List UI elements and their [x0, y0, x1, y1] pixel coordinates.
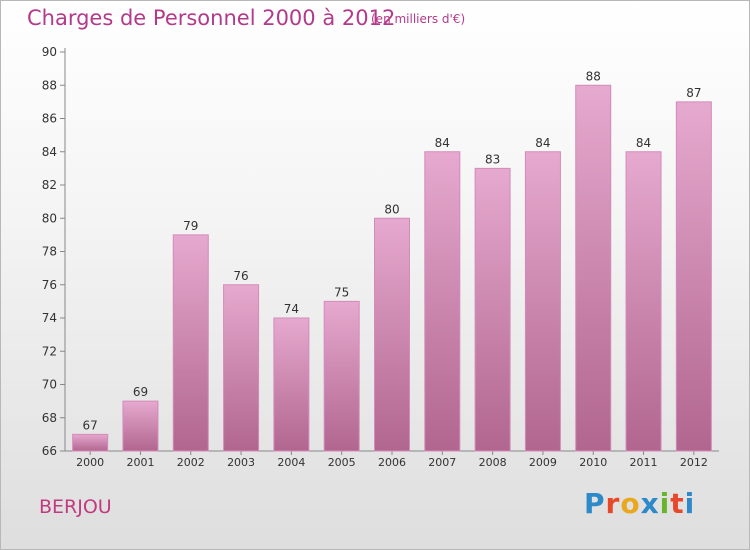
- bar-2003: [223, 284, 260, 452]
- chart-title: Charges de Personnel 2000 à 2012: [27, 6, 396, 30]
- y-tick-label: 80: [42, 211, 57, 225]
- y-tick-label: 84: [42, 145, 57, 159]
- bar-value-label: 84: [636, 136, 651, 150]
- bar-value-label: 76: [233, 269, 248, 283]
- chart-unit: (en milliers d'€): [371, 12, 466, 26]
- y-tick-label: 76: [42, 278, 57, 292]
- logo-letter: o: [620, 487, 641, 520]
- bar-value-label: 79: [183, 219, 198, 233]
- bar-2006: [374, 217, 410, 452]
- bar-2001: [122, 400, 159, 452]
- commune-name: BERJOU: [39, 496, 112, 518]
- bar-value-label: 75: [334, 285, 349, 299]
- bar-2008: [474, 167, 511, 452]
- x-tick-label: 2005: [328, 456, 356, 469]
- bar-2010: [575, 84, 612, 452]
- x-tick-label: 2004: [277, 456, 305, 469]
- bar-2012: [675, 101, 712, 452]
- y-tick-label: 78: [42, 245, 57, 259]
- x-tick-label: 2012: [680, 456, 708, 469]
- bar-2011: [625, 151, 662, 452]
- logo-letter: i: [684, 487, 696, 520]
- x-tick-label: 2001: [126, 456, 154, 469]
- logo-letter: P: [584, 487, 606, 520]
- y-tick-label: 86: [42, 112, 57, 126]
- bar-value-label: 87: [686, 86, 701, 100]
- x-tick-label: 2009: [529, 456, 557, 469]
- x-tick-label: 2000: [76, 456, 104, 469]
- logo-letter: t: [670, 487, 685, 520]
- logo-letter: r: [605, 487, 621, 520]
- x-tick-label: 2007: [428, 456, 456, 469]
- y-tick-label: 82: [42, 178, 57, 192]
- x-tick-label: 2006: [378, 456, 406, 469]
- bar-value-label: 84: [535, 136, 550, 150]
- bar-2005: [323, 300, 360, 452]
- logo-letter: i: [659, 487, 671, 520]
- y-tick-label: 72: [42, 344, 57, 358]
- y-tick-label: 68: [42, 411, 57, 425]
- x-tick-label: 2003: [227, 456, 255, 469]
- bar-value-label: 83: [485, 152, 500, 166]
- y-tick-label: 88: [42, 78, 57, 92]
- bar-2000: [72, 433, 109, 452]
- bar-value-label: 80: [384, 202, 399, 216]
- bar-2009: [524, 151, 561, 452]
- bar-2002: [172, 234, 209, 452]
- bar-value-label: 67: [83, 418, 98, 432]
- bar-value-label: 74: [284, 302, 299, 316]
- y-tick-label: 70: [42, 378, 57, 392]
- bar-value-label: 84: [435, 136, 450, 150]
- bar-value-label: 88: [586, 69, 601, 83]
- x-tick-label: 2002: [177, 456, 205, 469]
- bar-value-label: 69: [133, 385, 148, 399]
- bar-2004: [273, 317, 310, 452]
- y-tick-label: 90: [42, 45, 57, 59]
- x-tick-label: 2011: [630, 456, 658, 469]
- y-tick-label: 66: [42, 444, 57, 458]
- x-tick-label: 2010: [579, 456, 607, 469]
- bar-2007: [424, 151, 461, 452]
- logo-letter: x: [640, 487, 660, 520]
- proxiti-logo: Proxiti: [584, 487, 695, 520]
- x-tick-label: 2008: [479, 456, 507, 469]
- y-tick-label: 74: [42, 311, 57, 325]
